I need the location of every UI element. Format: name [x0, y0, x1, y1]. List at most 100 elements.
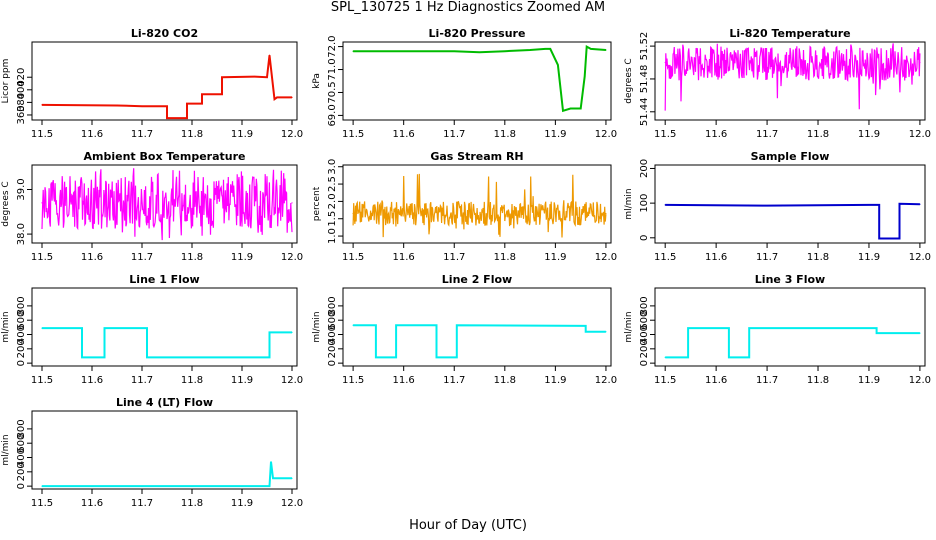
y-tick-label: 800 — [639, 296, 650, 315]
y-axis-label: percent — [312, 186, 322, 221]
x-tick-label: 11.7 — [131, 498, 153, 509]
y-tick-label: 400 — [639, 325, 650, 344]
series-point — [166, 117, 168, 119]
series-line — [665, 327, 920, 359]
y-tick-label: 51.52 — [639, 32, 650, 61]
x-tick-label: 11.7 — [756, 252, 778, 263]
x-tick-label: 12.0 — [281, 129, 303, 140]
series-point — [898, 237, 901, 240]
x-tick-label: 11.7 — [756, 375, 778, 386]
series-noise — [664, 43, 921, 111]
y-tick-label: 800 — [16, 296, 27, 315]
x-tick-label: 11.9 — [544, 375, 566, 386]
x-tick-label: 12.0 — [281, 252, 303, 263]
panel-5: Sample Flow 11.5 11.6 11.7 11.8 11.9 12.0 0 100 2… — [624, 150, 931, 263]
series-point — [728, 327, 730, 329]
x-tick-label: 11.7 — [443, 129, 465, 140]
y-tick-label: 70.5 — [327, 81, 338, 103]
series-point — [186, 117, 188, 119]
plot-frame — [342, 164, 612, 244]
y-axis-label: ml/min — [312, 311, 322, 342]
series-point — [478, 51, 481, 53]
series-point — [103, 356, 106, 358]
x-tick-label: 11.5 — [342, 375, 364, 386]
series-point — [291, 331, 293, 333]
y-tick-label: 360 — [16, 105, 27, 124]
x-tick-label: 12.0 — [595, 252, 617, 263]
plot-frame — [31, 410, 298, 490]
x-tick-label: 11.7 — [131, 375, 153, 386]
series-point — [898, 203, 901, 205]
series-point — [41, 485, 43, 487]
panel-title: Line 1 Flow — [129, 273, 199, 286]
series-point — [605, 212, 607, 215]
y-axis-label: kPa — [312, 73, 322, 89]
y-tick-label: 200 — [16, 462, 27, 481]
y-tick-label: 38.0 — [16, 223, 27, 245]
x-tick-label: 11.9 — [231, 375, 253, 386]
panel-title: Gas Stream RH — [430, 150, 523, 163]
x-tick-label: 11.9 — [858, 129, 880, 140]
series-point — [569, 107, 572, 110]
x-tick-label: 11.5 — [654, 129, 676, 140]
y-tick-label: 600 — [327, 311, 338, 330]
series-point — [453, 50, 455, 52]
series-point — [403, 50, 405, 52]
x-tick-label: 12.0 — [909, 129, 931, 140]
panel-1: Li-820 Pressure 11.5 11.6 11.7 11.8 11.9 12.0 6… — [312, 27, 617, 140]
x-tick-label: 11.5 — [654, 375, 676, 386]
plot-frame — [342, 41, 612, 121]
x-tick-label: 11.8 — [181, 129, 203, 140]
panel-title: Line 4 (LT) Flow — [116, 396, 213, 409]
series-point — [273, 98, 276, 100]
series-point — [878, 204, 880, 206]
series-point — [291, 96, 293, 98]
series-point — [253, 76, 256, 78]
y-tick-label: 0 — [16, 483, 27, 489]
series-point — [919, 203, 921, 205]
x-tick-label: 11.8 — [181, 498, 203, 509]
series-noise — [41, 168, 293, 241]
y-tick-label: 200 — [639, 159, 650, 178]
y-tick-label: 51.44 — [639, 97, 650, 126]
series-point — [876, 327, 878, 329]
series-point — [456, 324, 458, 326]
x-tick-label: 11.9 — [544, 252, 566, 263]
series-point — [590, 48, 592, 50]
x-tick-label: 11.9 — [858, 252, 880, 263]
y-tick-label: 400 — [16, 80, 27, 99]
y-tick-label: 2.5 — [327, 176, 338, 192]
y-tick-label: 400 — [16, 325, 27, 344]
y-axis-label: degrees C — [1, 181, 11, 226]
x-tick-label: 11.8 — [807, 129, 829, 140]
series-point — [585, 331, 587, 333]
panel-title: Sample Flow — [751, 150, 830, 163]
panel-7: Line 2 Flow 11.5 11.6 11.7 11.8 11.9 12.0 0 2004… — [312, 273, 617, 386]
y-axis-label: ml/min — [624, 188, 634, 219]
series-point — [81, 356, 83, 358]
series-point — [876, 332, 878, 334]
x-tick-label: 11.5 — [342, 252, 364, 263]
panel-title: Li-820 CO2 — [131, 27, 198, 40]
series-point — [687, 356, 689, 358]
series-point — [557, 64, 559, 66]
series-point — [291, 477, 293, 479]
panel-8: Line 3 Flow 11.5 11.6 11.7 11.8 11.9 12.0 0 2004… — [624, 273, 931, 386]
x-tick-label: 11.8 — [494, 252, 516, 263]
x-tick-label: 11.9 — [544, 129, 566, 140]
series-point — [103, 327, 106, 329]
y-tick-label: 51.48 — [639, 65, 650, 94]
y-tick-label: 600 — [16, 311, 27, 330]
panel-6: Line 1 Flow 11.5 11.6 11.7 11.8 11.9 12.0 0 2004… — [1, 273, 303, 386]
x-tick-label: 11.5 — [31, 129, 53, 140]
series-point — [266, 76, 268, 78]
y-tick-label: 600 — [16, 434, 27, 453]
x-tick-label: 11.7 — [131, 252, 153, 263]
series-point — [435, 356, 438, 358]
series-point — [456, 356, 458, 358]
y-tick-label: 3.0 — [327, 159, 338, 175]
series-point — [435, 324, 438, 326]
x-tick-label: 11.5 — [342, 129, 364, 140]
series-point — [268, 331, 271, 333]
